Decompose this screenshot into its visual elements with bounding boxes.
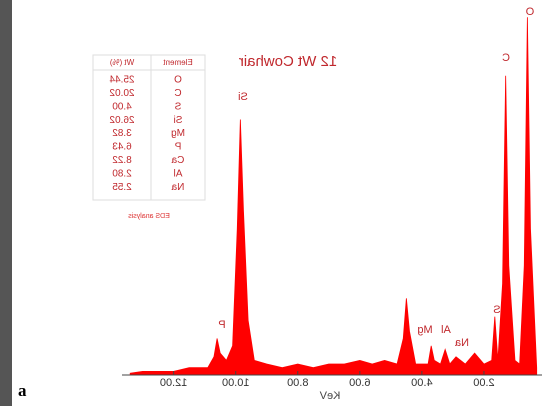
- peak-label: C: [502, 52, 510, 64]
- table-cell: Na: [171, 182, 184, 193]
- table-cell: 2.80: [112, 168, 132, 179]
- panel-label: a: [18, 381, 27, 400]
- table-cell: Si: [174, 115, 183, 126]
- table-cell: 2.55: [112, 182, 132, 193]
- x-tick-label: 12.00: [160, 377, 188, 389]
- peak-label: P: [218, 319, 225, 331]
- table-frame: [92, 54, 206, 201]
- table-cell: C: [174, 88, 181, 99]
- table-cell: 3.82: [112, 128, 132, 139]
- table-cell: 25.44: [109, 75, 134, 86]
- peak-label: Mg: [417, 324, 432, 336]
- peak-label: Na: [454, 337, 469, 349]
- x-tick-label: 10.00: [222, 377, 250, 389]
- table-cell: 20.02: [109, 88, 134, 99]
- table-cell: S: [174, 101, 181, 112]
- x-tick-label: 4.00: [411, 377, 432, 389]
- table-cell: P: [174, 142, 181, 153]
- x-tick-label: 6.00: [349, 377, 370, 389]
- note: EDS analysis: [128, 213, 170, 220]
- mirrored-panel: 12 Wt Cowhair EDS analysis KeV 2.00 4.00 6…: [92, 6, 542, 402]
- table-header: Element: [163, 58, 193, 67]
- table-cell: 26.02: [109, 115, 134, 126]
- x-tick-label: 2.00: [473, 377, 494, 389]
- table-cell: 4.00: [112, 101, 132, 112]
- x-axis-label: KeV: [319, 390, 340, 402]
- table-cell: O: [174, 75, 182, 86]
- x-tick-label: 8.00: [287, 377, 308, 389]
- table-cell: Al: [174, 168, 183, 179]
- table-cell: 6.43: [112, 142, 132, 153]
- peak-label: O: [525, 6, 534, 18]
- table-header: Wt (%): [109, 58, 134, 67]
- chart-title: 12 Wt Cowhair: [239, 53, 337, 70]
- peak-label: Si: [238, 91, 248, 103]
- table-cell: 8.22: [112, 155, 132, 166]
- spectrum-area: [129, 17, 538, 376]
- peak-label: S: [493, 304, 500, 316]
- peak-label: Al: [441, 324, 451, 336]
- table-cell: Ca: [171, 155, 184, 166]
- left-strip: [0, 0, 12, 406]
- table-cell: Mg: [171, 128, 185, 139]
